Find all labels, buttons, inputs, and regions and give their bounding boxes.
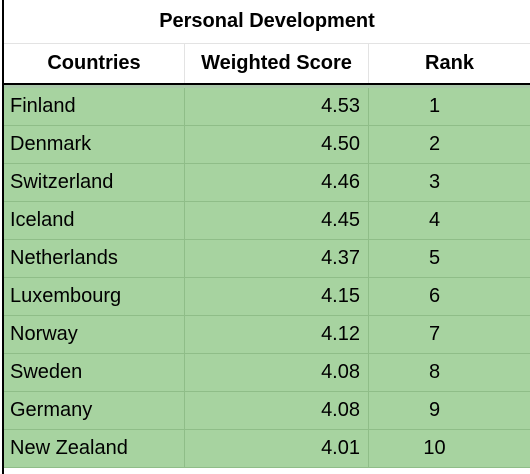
country-name: Germany — [10, 399, 93, 421]
header-band — [4, 85, 530, 88]
table-row: Finland 4.53 1 — [4, 88, 530, 126]
score-value: 4.01 — [321, 437, 360, 459]
score-value: 4.45 — [321, 209, 360, 231]
score-value: 4.15 — [321, 285, 360, 307]
score-cell[interactable]: 4.08 — [185, 392, 369, 429]
rank-value: 7 — [428, 323, 441, 345]
rank-cell[interactable]: 1 — [369, 88, 530, 125]
table-title: Personal Development — [159, 10, 375, 32]
left-border — [2, 0, 4, 474]
country-cell[interactable]: Finland — [4, 88, 185, 125]
header-countries-cell[interactable]: Countries — [4, 44, 185, 83]
country-cell[interactable]: Switzerland — [4, 164, 185, 201]
rank-value: 5 — [428, 247, 441, 269]
rank-cell[interactable]: 3 — [369, 164, 530, 201]
header-rank-cell[interactable]: Rank — [369, 44, 530, 83]
table-row: Sweden 4.08 8 — [4, 354, 530, 392]
country-cell[interactable]: Germany — [4, 392, 185, 429]
country-name: Switzerland — [10, 171, 114, 193]
header-divider — [4, 83, 530, 85]
rank-cell[interactable]: 5 — [369, 240, 530, 277]
score-cell[interactable]: 4.01 — [185, 430, 369, 467]
score-cell[interactable]: 4.46 — [185, 164, 369, 201]
country-cell[interactable]: Luxembourg — [4, 278, 185, 315]
rank-cell[interactable]: 10 — [369, 430, 530, 467]
rank-cell[interactable]: 7 — [369, 316, 530, 353]
score-value: 4.46 — [321, 171, 360, 193]
score-value: 4.08 — [321, 361, 360, 383]
table-row: Iceland 4.45 4 — [4, 202, 530, 240]
table-row: Norway 4.12 7 — [4, 316, 530, 354]
table-row: Germany 4.08 9 — [4, 392, 530, 430]
rank-value: 6 — [428, 285, 441, 307]
score-cell[interactable]: 4.45 — [185, 202, 369, 239]
score-value: 4.37 — [321, 247, 360, 269]
score-cell[interactable]: 4.12 — [185, 316, 369, 353]
country-cell[interactable]: Denmark — [4, 126, 185, 163]
score-value: 4.53 — [321, 95, 360, 117]
header-weighted-score: Weighted Score — [201, 52, 352, 74]
rank-value: 4 — [428, 209, 441, 231]
country-name: Sweden — [10, 361, 83, 383]
score-cell[interactable]: 4.50 — [185, 126, 369, 163]
country-name: Denmark — [10, 133, 92, 155]
country-name: Norway — [10, 323, 78, 345]
table-row: New Zealand 4.01 10 — [4, 430, 530, 468]
header-rank: Rank — [425, 52, 474, 74]
score-value: 4.08 — [321, 399, 360, 421]
table-title-cell[interactable]: Personal Development — [4, 0, 530, 43]
header-weighted-score-cell[interactable]: Weighted Score — [185, 44, 369, 83]
rank-value: 9 — [428, 399, 441, 421]
rank-cell[interactable]: 9 — [369, 392, 530, 429]
score-cell[interactable]: 4.37 — [185, 240, 369, 277]
rank-value: 3 — [428, 171, 441, 193]
country-cell[interactable]: New Zealand — [4, 430, 185, 467]
country-cell[interactable]: Netherlands — [4, 240, 185, 277]
header-countries: Countries — [47, 52, 141, 74]
score-value: 4.12 — [321, 323, 360, 345]
table-row: Denmark 4.50 2 — [4, 126, 530, 164]
country-cell[interactable]: Norway — [4, 316, 185, 353]
country-cell[interactable]: Sweden — [4, 354, 185, 391]
rank-value: 1 — [428, 95, 441, 117]
country-cell[interactable]: Iceland — [4, 202, 185, 239]
country-name: Netherlands — [10, 247, 118, 269]
score-cell[interactable]: 4.08 — [185, 354, 369, 391]
country-name: Iceland — [10, 209, 75, 231]
rank-cell[interactable]: 6 — [369, 278, 530, 315]
table-row: Luxembourg 4.15 6 — [4, 278, 530, 316]
header-row: Countries Weighted Score Rank — [4, 43, 530, 83]
rank-cell[interactable]: 4 — [369, 202, 530, 239]
country-name: Luxembourg — [10, 285, 122, 307]
score-value: 4.50 — [321, 133, 360, 155]
rank-value: 2 — [428, 133, 441, 155]
score-cell[interactable]: 4.15 — [185, 278, 369, 315]
table-row: Netherlands 4.37 5 — [4, 240, 530, 278]
country-name: New Zealand — [10, 437, 128, 459]
country-name: Finland — [10, 95, 76, 117]
rank-value: 10 — [423, 437, 446, 459]
score-cell[interactable]: 4.53 — [185, 88, 369, 125]
table-row: Switzerland 4.46 3 — [4, 164, 530, 202]
rank-cell[interactable]: 8 — [369, 354, 530, 391]
rank-cell[interactable]: 2 — [369, 126, 530, 163]
data-table: Finland 4.53 1 Denmark 4.50 2 Switzerlan… — [4, 88, 530, 468]
rank-value: 8 — [428, 361, 441, 383]
